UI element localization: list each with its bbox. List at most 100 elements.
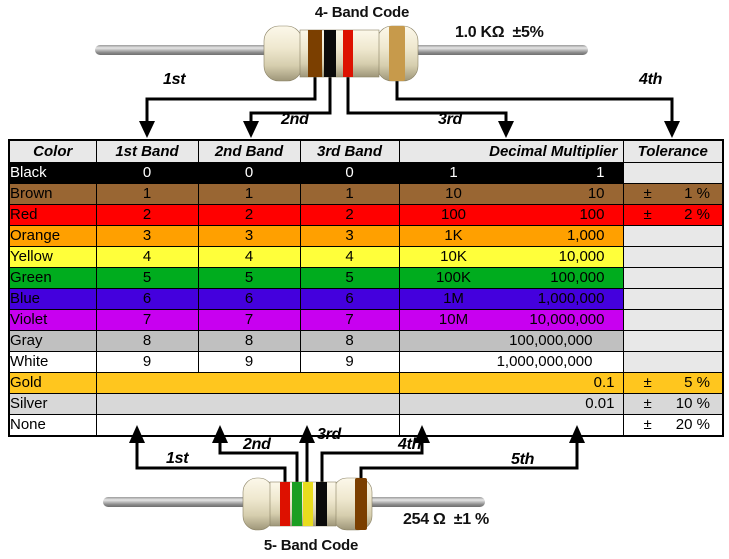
tolerance-cell bbox=[622, 162, 724, 184]
table-row-none: None ±20 % bbox=[8, 414, 724, 437]
multiplier-cell bbox=[398, 414, 624, 437]
label-4th-bottom: 4th bbox=[398, 436, 422, 453]
arrow-3rd bbox=[346, 76, 508, 122]
color-name: Green bbox=[8, 267, 97, 289]
band2-digit: 8 bbox=[197, 330, 301, 352]
tolerance-cell: ±2 % bbox=[622, 204, 724, 226]
header-1st-band: 1st Band bbox=[95, 139, 199, 163]
band3-digit: 6 bbox=[299, 288, 400, 310]
table-header-row: Color 1st Band 2nd Band 3rd Band Decimal… bbox=[8, 139, 724, 163]
arrow-1st bbox=[145, 76, 317, 122]
band1-digit: 4 bbox=[95, 246, 199, 268]
color-name: Orange bbox=[8, 225, 97, 247]
band2-digit: 7 bbox=[197, 309, 301, 331]
arrowhead-up-icon bbox=[129, 425, 145, 443]
table-row-silver: Silver 0.01 ±10 % bbox=[8, 393, 724, 415]
resistor-color-bands bbox=[280, 478, 367, 530]
merged-band-cell bbox=[95, 372, 400, 394]
band2-digit: 6 bbox=[197, 288, 301, 310]
band3-digit: 2 bbox=[299, 204, 400, 226]
arrow-4th bbox=[395, 79, 674, 122]
band1-digit: 7 bbox=[95, 309, 199, 331]
arrowhead-up-icon bbox=[414, 425, 430, 443]
label-4th-top: 4th bbox=[639, 71, 663, 88]
table-row-yellow: Yellow 4 4 4 10K 10,000 bbox=[8, 246, 724, 268]
band-yellow bbox=[303, 482, 313, 526]
four-band-value: 1.0 KΩ ±5% bbox=[455, 24, 544, 41]
tolerance-cell: ±5 % bbox=[622, 372, 724, 394]
multiplier-cell: 100 100 bbox=[398, 204, 624, 226]
label-3rd-top: 3rd bbox=[438, 111, 462, 128]
band-green bbox=[292, 482, 302, 526]
arrow-2nd bbox=[249, 76, 332, 122]
arrowheads-down bbox=[139, 121, 680, 138]
band-black bbox=[316, 482, 327, 526]
table-row-green: Green 5 5 5 100K 100,000 bbox=[8, 267, 724, 289]
arrowhead-up-icon bbox=[299, 425, 315, 443]
table-row-orange: Orange 3 3 3 1K 1,000 bbox=[8, 225, 724, 247]
band1-digit: 1 bbox=[95, 183, 199, 205]
band3-digit: 0 bbox=[299, 162, 400, 184]
band2-digit: 2 bbox=[197, 204, 301, 226]
multiplier-cell: 0.01 bbox=[398, 393, 624, 415]
arrow-2nd bbox=[218, 442, 299, 483]
color-name: White bbox=[8, 351, 97, 373]
arrowhead-up-icon bbox=[212, 425, 228, 443]
tolerance-cell bbox=[622, 330, 724, 352]
multiplier-cell: 10M 10,000,000 bbox=[398, 309, 624, 331]
color-name: Violet bbox=[8, 309, 97, 331]
header-2nd-band: 2nd Band bbox=[197, 139, 301, 163]
merged-band-cell bbox=[95, 393, 400, 415]
color-name: Black bbox=[8, 162, 97, 184]
band1-digit: 6 bbox=[95, 288, 199, 310]
header-3rd-band: 3rd Band bbox=[299, 139, 400, 163]
band2-digit: 1 bbox=[197, 183, 301, 205]
tolerance-cell bbox=[622, 309, 724, 331]
band2-digit: 9 bbox=[197, 351, 301, 373]
arrow-5th bbox=[359, 442, 579, 483]
band-red bbox=[280, 482, 290, 526]
table-row-white: White 9 9 9 1,000,000,000 bbox=[8, 351, 724, 373]
multiplier-cell: 100K 100,000 bbox=[398, 267, 624, 289]
table-row-brown: Brown 1 1 1 10 10 ±1 % bbox=[8, 183, 724, 205]
band3-digit: 5 bbox=[299, 267, 400, 289]
tolerance-cell: ±20 % bbox=[622, 414, 724, 437]
arrow-1st bbox=[135, 442, 287, 483]
merged-band-cell bbox=[95, 414, 400, 437]
label-5th-bottom: 5th bbox=[511, 451, 535, 468]
band2-digit: 0 bbox=[197, 162, 301, 184]
band1-digit: 8 bbox=[95, 330, 199, 352]
arrowhead-down-icon bbox=[139, 121, 155, 138]
table-row-blue: Blue 6 6 6 1M 1,000,000 bbox=[8, 288, 724, 310]
five-band-title: 5- Band Code bbox=[263, 537, 359, 554]
color-name: Red bbox=[8, 204, 97, 226]
resistor-color-bands bbox=[308, 26, 405, 81]
tolerance-cell bbox=[622, 246, 724, 268]
band-black bbox=[324, 30, 336, 77]
table-row-red: Red 2 2 2 100 100 ±2 % bbox=[8, 204, 724, 226]
color-code-table: Color 1st Band 2nd Band 3rd Band Decimal… bbox=[8, 139, 724, 437]
band2-digit: 4 bbox=[197, 246, 301, 268]
band-brown bbox=[355, 478, 367, 530]
band3-digit: 7 bbox=[299, 309, 400, 331]
multiplier-cell: 1K 1,000 bbox=[398, 225, 624, 247]
band1-digit: 0 bbox=[95, 162, 199, 184]
tolerance-cell bbox=[622, 351, 724, 373]
header-decimal-multiplier: Decimal Multiplier bbox=[398, 139, 624, 163]
arrow-4th bbox=[320, 442, 424, 483]
multiplier-cell: 0.1 bbox=[398, 372, 624, 394]
arrowhead-down-icon bbox=[664, 121, 680, 138]
band-gold bbox=[389, 26, 405, 81]
color-name: Yellow bbox=[8, 246, 97, 268]
band-brown bbox=[308, 30, 322, 77]
band1-digit: 9 bbox=[95, 351, 199, 373]
band3-digit: 1 bbox=[299, 183, 400, 205]
band3-digit: 4 bbox=[299, 246, 400, 268]
four-band-title: 4- Band Code bbox=[314, 4, 410, 21]
multiplier-cell: 1,000,000,000 bbox=[398, 351, 624, 373]
band-pointer-arrows bbox=[135, 442, 579, 483]
color-name: Blue bbox=[8, 288, 97, 310]
